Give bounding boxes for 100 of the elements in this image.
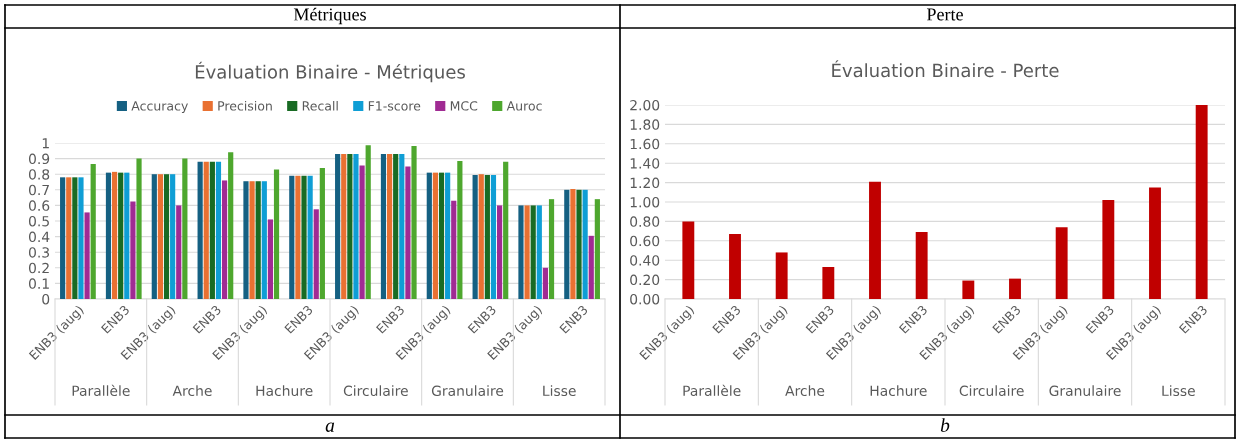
bar [243,181,249,299]
bar [426,172,432,299]
bar [775,252,788,299]
bar [503,161,509,299]
bar [124,172,130,299]
bar [72,177,78,299]
bar [588,235,594,299]
bar [1195,105,1208,299]
text: b [940,418,950,432]
y-tick-label: 0.5 [28,215,49,227]
legend-label: Precision [218,100,272,111]
bar [869,181,881,299]
bar [130,201,136,299]
bar [1009,278,1021,299]
bar [496,205,503,299]
y-tick-label: 1.60 [630,138,660,150]
bar [353,153,359,299]
bar [341,153,347,299]
bar [386,153,393,299]
bar [313,209,319,299]
bar [432,172,439,299]
bar [445,172,451,299]
bar [335,153,341,299]
bar [215,161,222,299]
y-tick-label: 1.40 [630,158,660,169]
bar [273,169,280,299]
bar [267,219,274,299]
text: Circulaire [959,385,1024,397]
bar [822,266,835,299]
text: a [325,422,335,432]
bar [111,171,118,299]
bar [347,153,353,299]
bar [530,205,536,299]
bar [136,158,142,299]
bar [962,280,975,299]
bar [576,189,582,299]
bar [118,172,124,299]
bar [176,205,182,299]
bar [170,174,176,299]
bar [228,152,234,299]
text: Hachure [870,385,927,397]
bar [548,199,555,299]
y-tick-label: 2.00 [630,99,660,111]
y-tick-label: 0.7 [28,184,49,196]
text: Lisse [543,385,576,397]
bar [365,145,371,299]
bar [359,165,365,299]
bar [729,234,741,299]
bar [1102,200,1115,299]
bar [457,160,463,299]
bar [472,174,478,299]
y-tick-label: 0.00 [630,293,660,305]
bar [289,175,295,299]
bar [295,175,301,299]
legend-label: F1-score [368,101,421,111]
bar [536,205,542,299]
y-tick-label: 0.40 [630,255,660,266]
bar [209,161,215,299]
legend-label: Accuracy [131,101,188,114]
y-tick-label: 0.60 [630,235,660,247]
bar [203,161,209,299]
bar [319,167,325,299]
text: Circulaire [343,385,408,397]
bar [524,205,530,299]
bar [197,161,203,299]
bar [393,153,399,299]
bar [255,181,261,299]
legend-label: Auroc [506,101,542,111]
bar [399,153,405,299]
y-tick-label: 0.20 [630,274,660,286]
text: Arche [172,385,212,397]
bar [105,172,112,299]
bar [90,164,96,299]
bar [307,175,313,299]
bar [564,189,570,299]
y-tick-label: 1.00 [630,196,660,208]
y-tick-label: 1.80 [630,119,660,130]
bar [380,153,387,299]
y-tick-label: 0.1 [28,278,49,289]
bar [261,181,267,299]
y-tick-label: 0.2 [28,262,49,274]
text: Lisse [1162,385,1195,397]
y-tick-label: 1 [42,138,49,149]
bar [163,174,170,299]
y-tick-label: 0.9 [28,153,50,165]
text: Perte [926,8,963,21]
y-tick-label: 0.8 [28,169,50,180]
bar [570,189,576,299]
bar [60,177,66,299]
text: Métriques [293,7,366,25]
text: Parallèle [72,384,130,397]
text: Hachure [256,385,313,397]
text: Parallèle [683,384,741,397]
legend-label: MCC [450,101,478,111]
bar [1055,227,1068,299]
bar [1149,187,1161,299]
bar [405,166,411,299]
text: Granulaire [431,385,504,397]
bar [478,174,484,299]
bar [490,174,497,299]
